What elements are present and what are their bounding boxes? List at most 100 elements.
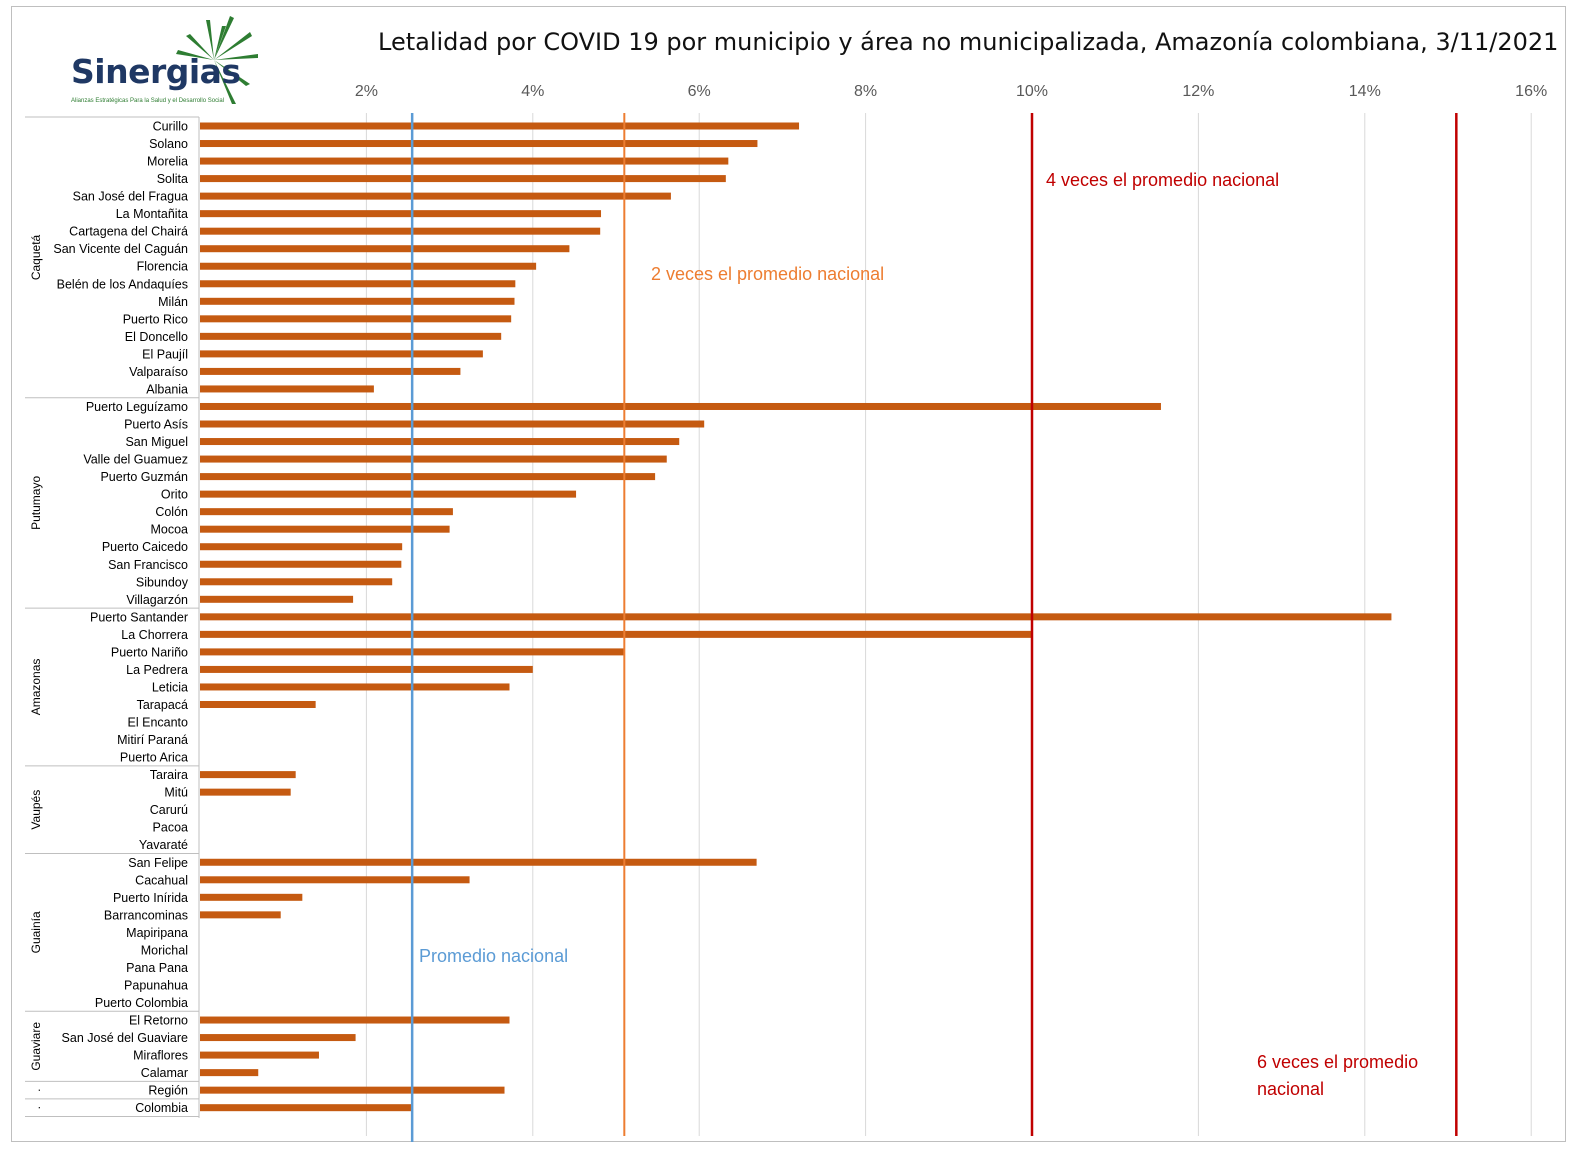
category-label: Tarapacá xyxy=(137,698,188,712)
bar xyxy=(200,420,705,428)
category-label: Milán xyxy=(158,295,188,309)
category-label: Cacahual xyxy=(135,873,188,887)
category-label: San Vicente del Caguán xyxy=(53,242,188,256)
category-label: Albania xyxy=(146,382,188,396)
bar xyxy=(200,1104,413,1112)
category-label: Morichal xyxy=(141,943,188,957)
category-label: Curillo xyxy=(153,120,188,134)
bar xyxy=(200,876,470,884)
category-label: La Montañita xyxy=(116,207,188,221)
bar xyxy=(200,262,537,270)
category-label: Puerto Santander xyxy=(90,610,188,624)
bar xyxy=(200,210,602,218)
bar xyxy=(200,858,757,866)
x-tick-label: 4% xyxy=(521,83,544,100)
group-label: Amazonas xyxy=(29,659,43,716)
bar xyxy=(200,683,510,691)
category-label: El Encanto xyxy=(128,716,189,730)
category-label: Mocoa xyxy=(150,523,188,537)
category-label: El Paujíl xyxy=(142,347,188,361)
bar xyxy=(200,1051,319,1059)
category-label: El Doncello xyxy=(125,330,188,344)
group-label: Vaupés xyxy=(29,790,43,830)
category-label: Sibundoy xyxy=(136,575,189,589)
category-label: Leticia xyxy=(152,680,188,694)
category-label: Región xyxy=(148,1084,188,1098)
bar xyxy=(200,893,303,901)
category-label: Cartagena del Chairá xyxy=(69,225,188,239)
bar xyxy=(200,578,393,586)
category-label: San Francisco xyxy=(108,558,188,572)
bar xyxy=(200,700,316,708)
bar xyxy=(200,140,758,148)
group-label: Caquetá xyxy=(29,234,43,280)
category-label: Yavaraté xyxy=(139,838,188,852)
category-label: Solano xyxy=(149,137,188,151)
category-label: Puerto Caicedo xyxy=(102,540,188,554)
bar xyxy=(200,1034,356,1042)
category-label: Papunahua xyxy=(124,978,188,992)
category-label: Valle del Guamuez xyxy=(83,453,188,467)
category-label: Mitú xyxy=(164,786,188,800)
bar xyxy=(200,245,570,253)
bar xyxy=(200,350,483,358)
bar xyxy=(200,508,453,516)
bar xyxy=(200,280,516,288)
bar xyxy=(200,543,403,551)
bar xyxy=(200,385,374,393)
group-label: . xyxy=(29,1106,43,1109)
bar xyxy=(200,332,502,340)
group-label: Putumayo xyxy=(29,476,43,530)
logo-wordmark: Sinergias xyxy=(71,52,241,91)
bar xyxy=(200,525,450,533)
category-label: Orito xyxy=(161,488,188,502)
category-label: Puerto Colombia xyxy=(95,996,188,1010)
leaves-logo-icon xyxy=(176,16,258,104)
bar xyxy=(200,560,402,568)
bar xyxy=(200,367,461,375)
category-label: Florencia xyxy=(137,260,188,274)
reference-line-label: 4 veces el promedio nacional xyxy=(1046,170,1279,190)
category-label: Valparaíso xyxy=(129,365,188,379)
reference-line-label: 6 veces el promedio nacional xyxy=(1257,1052,1418,1099)
chart-title: Letalidad por COVID 19 por municipio y á… xyxy=(378,28,1559,56)
x-tick-label: 16% xyxy=(1515,83,1547,100)
bar xyxy=(200,665,533,673)
bar xyxy=(200,911,281,919)
category-label: Puerto Arica xyxy=(120,751,188,765)
bar xyxy=(200,315,512,323)
category-label: La Pedrera xyxy=(126,663,188,677)
category-label: San Felipe xyxy=(128,856,188,870)
category-label: Puerto Nariño xyxy=(111,645,188,659)
category-label: Solita xyxy=(157,172,188,186)
category-label: Pacoa xyxy=(153,821,188,835)
category-label: Puerto Rico xyxy=(123,312,188,326)
bar xyxy=(200,595,354,603)
category-label: San Miguel xyxy=(125,435,188,449)
bar xyxy=(200,771,296,779)
bar xyxy=(200,175,726,183)
category-label: El Retorno xyxy=(129,1014,188,1028)
bar xyxy=(200,192,671,200)
category-label: Morelia xyxy=(147,155,188,169)
category-label: La Chorrera xyxy=(121,628,188,642)
bar xyxy=(200,1069,259,1077)
group-label: . xyxy=(29,1088,43,1091)
bar xyxy=(200,438,680,446)
category-label: San José del Fragua xyxy=(73,190,188,204)
bar xyxy=(200,122,800,130)
category-label: Calamar xyxy=(141,1066,188,1080)
x-tick-label: 14% xyxy=(1349,83,1381,100)
bar xyxy=(200,455,667,463)
bar xyxy=(200,297,515,305)
group-label: Guainía xyxy=(29,911,43,953)
category-label: Puerto Asís xyxy=(124,418,188,432)
category-label: Pana Pana xyxy=(126,961,188,975)
bar xyxy=(200,157,729,165)
reference-line-label: Promedio nacional xyxy=(419,946,568,966)
reference-line-label: 2 veces el promedio nacional xyxy=(651,264,884,284)
x-tick-label: 2% xyxy=(355,83,378,100)
category-label: Belén de los Andaquíes xyxy=(57,277,188,291)
category-label: Taraira xyxy=(150,768,188,782)
